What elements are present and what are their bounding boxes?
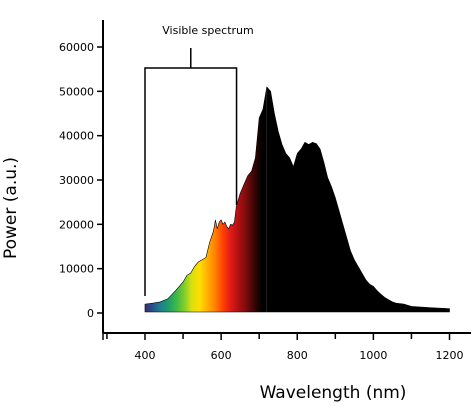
x-tick-label: 1200 (436, 349, 464, 362)
axes: 0 10000 20000 30000 40000 50000 60000 400 600 800… (59, 20, 471, 362)
spectrum-area-visible (145, 86, 267, 313)
x-tick-label: 600 (211, 349, 232, 362)
visible-spectrum-label: Visible spectrum (162, 24, 253, 37)
spectrum-area-infrared (266, 86, 450, 313)
y-axis-title: Power (a.u.) (1, 157, 21, 259)
y-tick-label: 0 (87, 307, 94, 320)
annotation: Visible spectrum (144, 24, 254, 296)
x-axis-title: Wavelength (nm) (260, 383, 407, 403)
series-line (144, 86, 450, 313)
x-tick-label: 1000 (359, 349, 387, 362)
y-tick-label: 20000 (59, 218, 94, 231)
y-tick-label: 50000 (59, 85, 94, 98)
x-tick-label: 400 (135, 349, 156, 362)
x-tick-label: 800 (287, 349, 308, 362)
y-tick-label: 30000 (59, 174, 94, 187)
y-tick-label: 60000 (59, 41, 94, 54)
y-tick-label: 40000 (59, 130, 94, 143)
y-tick-label: 10000 (59, 263, 94, 276)
